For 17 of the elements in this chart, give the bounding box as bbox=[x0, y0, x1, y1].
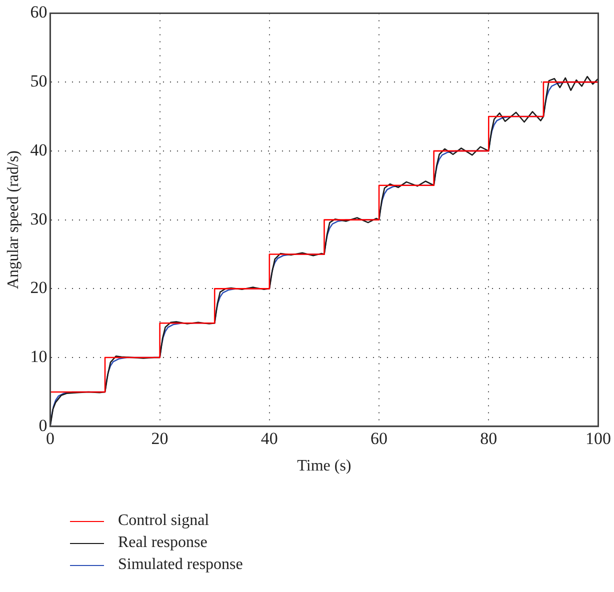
y-tick-label: 0 bbox=[38, 416, 48, 435]
legend-label: Control signal bbox=[118, 511, 210, 531]
x-tick-label: 20 bbox=[151, 429, 168, 448]
y-tick-label: 40 bbox=[30, 140, 48, 160]
y-tick-label: 10 bbox=[30, 347, 48, 366]
legend-label: Simulated response bbox=[118, 555, 243, 575]
y-axis-title: Angular speed (rad/s) bbox=[4, 150, 22, 290]
x-tick-label: 100 bbox=[586, 429, 611, 448]
x-tick-label: 80 bbox=[480, 429, 498, 448]
y-tick-label: 20 bbox=[30, 278, 48, 298]
y-tick-label: 50 bbox=[30, 72, 48, 91]
x-tick-label: 60 bbox=[370, 429, 388, 448]
legend-label: Real response bbox=[118, 533, 208, 553]
x-axis-title: Time (s) bbox=[297, 458, 352, 475]
x-tick-label: 40 bbox=[260, 429, 278, 448]
y-tick-label: 60 bbox=[30, 2, 48, 22]
y-tick-label: 30 bbox=[30, 209, 48, 228]
